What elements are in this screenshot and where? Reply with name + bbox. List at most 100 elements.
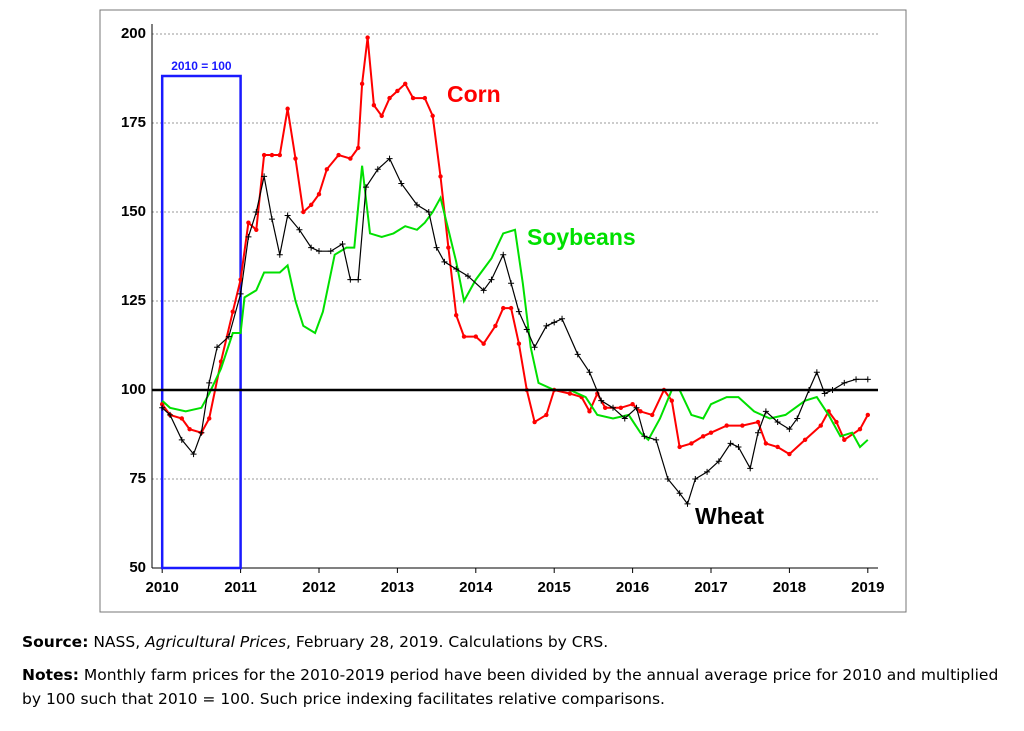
notes-label: Notes: [22,666,79,684]
point [763,441,769,446]
point [653,436,660,443]
point [689,441,694,446]
point [775,444,780,450]
point [284,212,291,219]
point [355,276,362,283]
point [159,404,166,411]
x-tick-label: 2012 [302,579,335,596]
point [446,245,451,250]
point [379,113,384,119]
point [864,376,871,383]
x-tick-label: 2010 [146,579,179,596]
point [261,173,268,180]
point [214,344,221,351]
series-label: Soybeans [527,224,636,250]
point [365,35,370,40]
point [374,166,381,173]
point [238,277,243,282]
chart: 50 75 100 125 150 175 200 2010 2011 2012 2013 2014 2… [99,9,907,613]
point [433,244,440,251]
y-tick-label: 175 [121,114,146,131]
point [359,81,365,87]
x-tick-label: 2013 [381,579,414,596]
point [410,95,416,101]
point [598,397,605,404]
point [488,276,495,283]
point [430,113,435,119]
x-tick-label: 2011 [224,579,257,596]
point [587,409,592,414]
point [293,156,298,161]
series-line [161,37,869,456]
y-tick-label: 200 [121,25,146,42]
point [586,369,593,376]
point [324,167,330,172]
point [715,458,722,465]
point [755,419,761,425]
point [677,444,682,450]
y-tick-label: 150 [121,203,146,220]
point [669,398,675,403]
point [371,103,377,108]
point [508,305,514,311]
series-label: Wheat [695,503,764,529]
point [276,251,283,258]
point [461,334,467,339]
point [727,440,734,447]
point [207,416,212,421]
point [762,408,769,415]
point [453,265,460,272]
point [630,402,635,407]
point [543,322,550,329]
point [500,251,507,258]
point [398,180,405,187]
point [865,412,871,418]
point [178,436,185,443]
point [363,184,370,191]
point [296,226,303,233]
point [480,287,487,294]
point [523,326,530,333]
point [473,334,478,339]
annotation: 2010 = 100 [171,59,232,73]
point [853,376,860,383]
point [327,248,334,255]
point [464,273,471,280]
point [532,419,537,425]
point [508,280,515,287]
point [676,490,683,497]
point [395,88,400,94]
point [842,437,847,443]
point [755,429,762,436]
x-tick-label: 2019 [851,579,884,596]
source-text: NASS, [93,633,141,651]
point [453,313,459,318]
point [621,415,628,422]
point [387,95,392,101]
point [618,405,624,410]
point [841,379,848,386]
point [700,434,706,439]
point [190,451,197,458]
point [403,81,408,87]
point [516,341,522,346]
point [786,426,793,433]
point [794,415,801,422]
point [237,290,244,297]
point [339,241,346,248]
point [515,308,522,315]
point [787,451,792,457]
point [245,233,252,240]
source-line: Source: NASS, Agricultural Prices, Febru… [22,630,608,654]
point [813,369,820,376]
notes-line: Notes: Monthly farm prices for the 2010-… [22,663,1012,711]
point [336,152,341,158]
point [704,468,711,475]
y-tick-label: 125 [121,292,146,309]
source-title: Agricultural Prices [145,633,287,651]
point [544,412,549,418]
point [269,152,275,158]
y-tick-label: 100 [121,381,146,398]
point [285,106,290,111]
